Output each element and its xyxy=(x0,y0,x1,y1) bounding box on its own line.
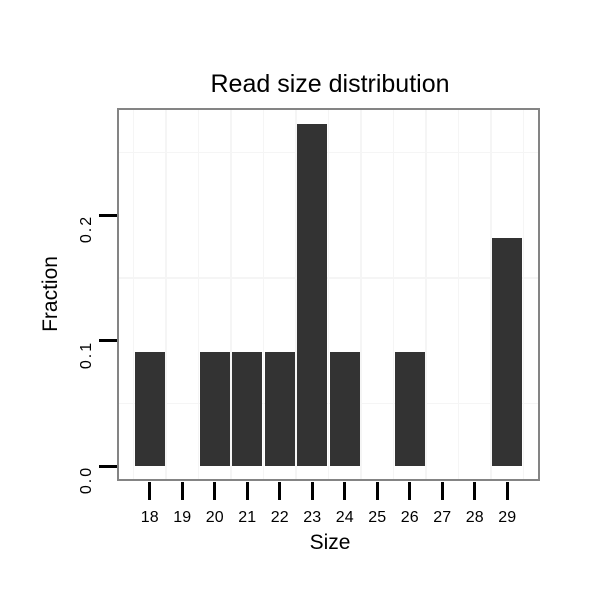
x-tick-label: 24 xyxy=(335,509,354,526)
x-tick-label: 22 xyxy=(270,509,289,526)
bar-29 xyxy=(492,237,523,466)
x-tick xyxy=(375,482,379,500)
bar-20 xyxy=(199,351,230,466)
y-axis-title: Fraction xyxy=(39,256,62,332)
chart-title: Read size distribution xyxy=(210,70,450,98)
gridline-vertical xyxy=(522,110,525,479)
x-tick xyxy=(440,482,444,500)
x-tick-label: 20 xyxy=(205,509,224,526)
gridline-vertical xyxy=(425,110,427,479)
x-tick xyxy=(505,482,509,500)
bar-26 xyxy=(394,351,425,466)
gridline-vertical xyxy=(132,110,135,479)
y-tick xyxy=(99,464,117,468)
bar-21 xyxy=(232,351,263,466)
gridline-vertical xyxy=(360,110,362,479)
y-tick xyxy=(99,339,117,342)
gridline-vertical xyxy=(327,110,330,479)
bar-22 xyxy=(264,351,295,466)
x-axis-title: Size xyxy=(309,531,351,554)
plot-panel xyxy=(117,108,540,481)
gridline-vertical xyxy=(392,110,395,479)
x-tick xyxy=(148,482,152,500)
x-tick xyxy=(180,482,184,500)
y-tick-label: 0.1 xyxy=(78,340,95,369)
bar-18 xyxy=(134,351,165,466)
x-tick-label: 28 xyxy=(465,509,484,526)
gridline-vertical xyxy=(230,110,232,479)
x-tick-label: 21 xyxy=(238,509,257,526)
gridline-horizontal xyxy=(119,402,538,404)
gridline-vertical xyxy=(165,110,167,479)
x-tick xyxy=(310,482,314,500)
gridline-vertical xyxy=(295,110,297,479)
gridline-vertical xyxy=(457,110,460,479)
gridline-horizontal xyxy=(119,151,538,153)
bar-23 xyxy=(297,123,328,466)
x-tick-label: 25 xyxy=(368,509,387,526)
gridline-vertical xyxy=(262,110,265,479)
x-tick-label: 23 xyxy=(303,509,322,526)
x-tick-label: 27 xyxy=(433,509,452,526)
y-tick-label: 0.0 xyxy=(78,465,95,495)
x-tick xyxy=(278,482,282,500)
x-tick-label: 18 xyxy=(140,509,159,526)
x-tick xyxy=(473,482,477,500)
x-tick xyxy=(213,482,217,500)
gridline-vertical xyxy=(197,110,200,479)
bar-24 xyxy=(329,351,360,466)
x-tick xyxy=(245,482,249,500)
gridline-vertical xyxy=(490,110,492,479)
x-tick-label: 19 xyxy=(173,509,192,526)
x-tick xyxy=(343,482,347,500)
y-tick-label: 0.2 xyxy=(78,214,95,244)
x-tick-label: 29 xyxy=(498,509,517,526)
gridline-horizontal xyxy=(119,277,538,279)
y-tick xyxy=(99,213,117,217)
x-tick-label: 26 xyxy=(400,509,419,526)
x-tick xyxy=(408,482,412,500)
